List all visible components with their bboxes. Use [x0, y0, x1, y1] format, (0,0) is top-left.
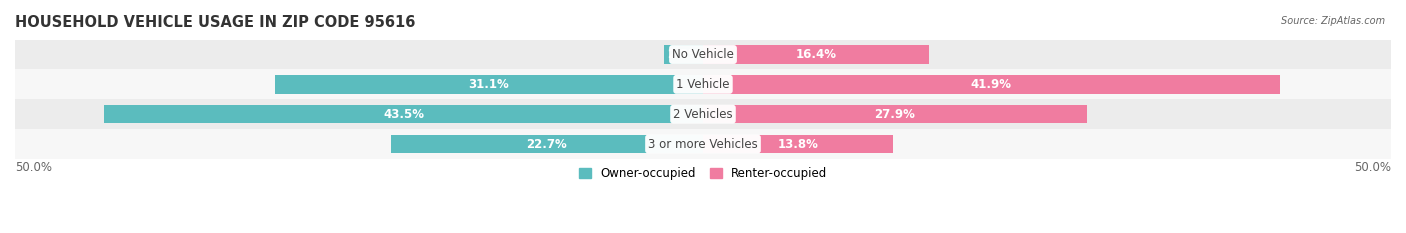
Bar [703, 45, 929, 64]
Text: 1 Vehicle: 1 Vehicle [676, 78, 730, 91]
Bar [15, 69, 1391, 99]
Text: 31.1%: 31.1% [468, 78, 509, 91]
Text: 16.4%: 16.4% [796, 48, 837, 61]
Text: No Vehicle: No Vehicle [672, 48, 734, 61]
Bar [15, 99, 1391, 129]
Text: 3 or more Vehicles: 3 or more Vehicles [648, 137, 758, 151]
Text: 41.9%: 41.9% [970, 78, 1012, 91]
Bar [391, 135, 703, 153]
Bar [276, 75, 703, 94]
Text: Source: ZipAtlas.com: Source: ZipAtlas.com [1281, 16, 1385, 26]
Text: 2 Vehicles: 2 Vehicles [673, 108, 733, 121]
Bar [665, 45, 703, 64]
Text: 27.9%: 27.9% [875, 108, 915, 121]
Text: 43.5%: 43.5% [384, 108, 425, 121]
Text: 2.8%: 2.8% [668, 48, 700, 61]
Bar [703, 75, 1279, 94]
Text: 22.7%: 22.7% [526, 137, 567, 151]
Bar [703, 105, 1087, 123]
Text: 50.0%: 50.0% [1354, 161, 1391, 174]
Bar [15, 129, 1391, 159]
Text: 13.8%: 13.8% [778, 137, 818, 151]
Legend: Owner-occupied, Renter-occupied: Owner-occupied, Renter-occupied [574, 163, 832, 185]
Text: 50.0%: 50.0% [15, 161, 52, 174]
Bar [703, 135, 893, 153]
Text: HOUSEHOLD VEHICLE USAGE IN ZIP CODE 95616: HOUSEHOLD VEHICLE USAGE IN ZIP CODE 9561… [15, 15, 415, 30]
Bar [15, 40, 1391, 69]
Bar [104, 105, 703, 123]
